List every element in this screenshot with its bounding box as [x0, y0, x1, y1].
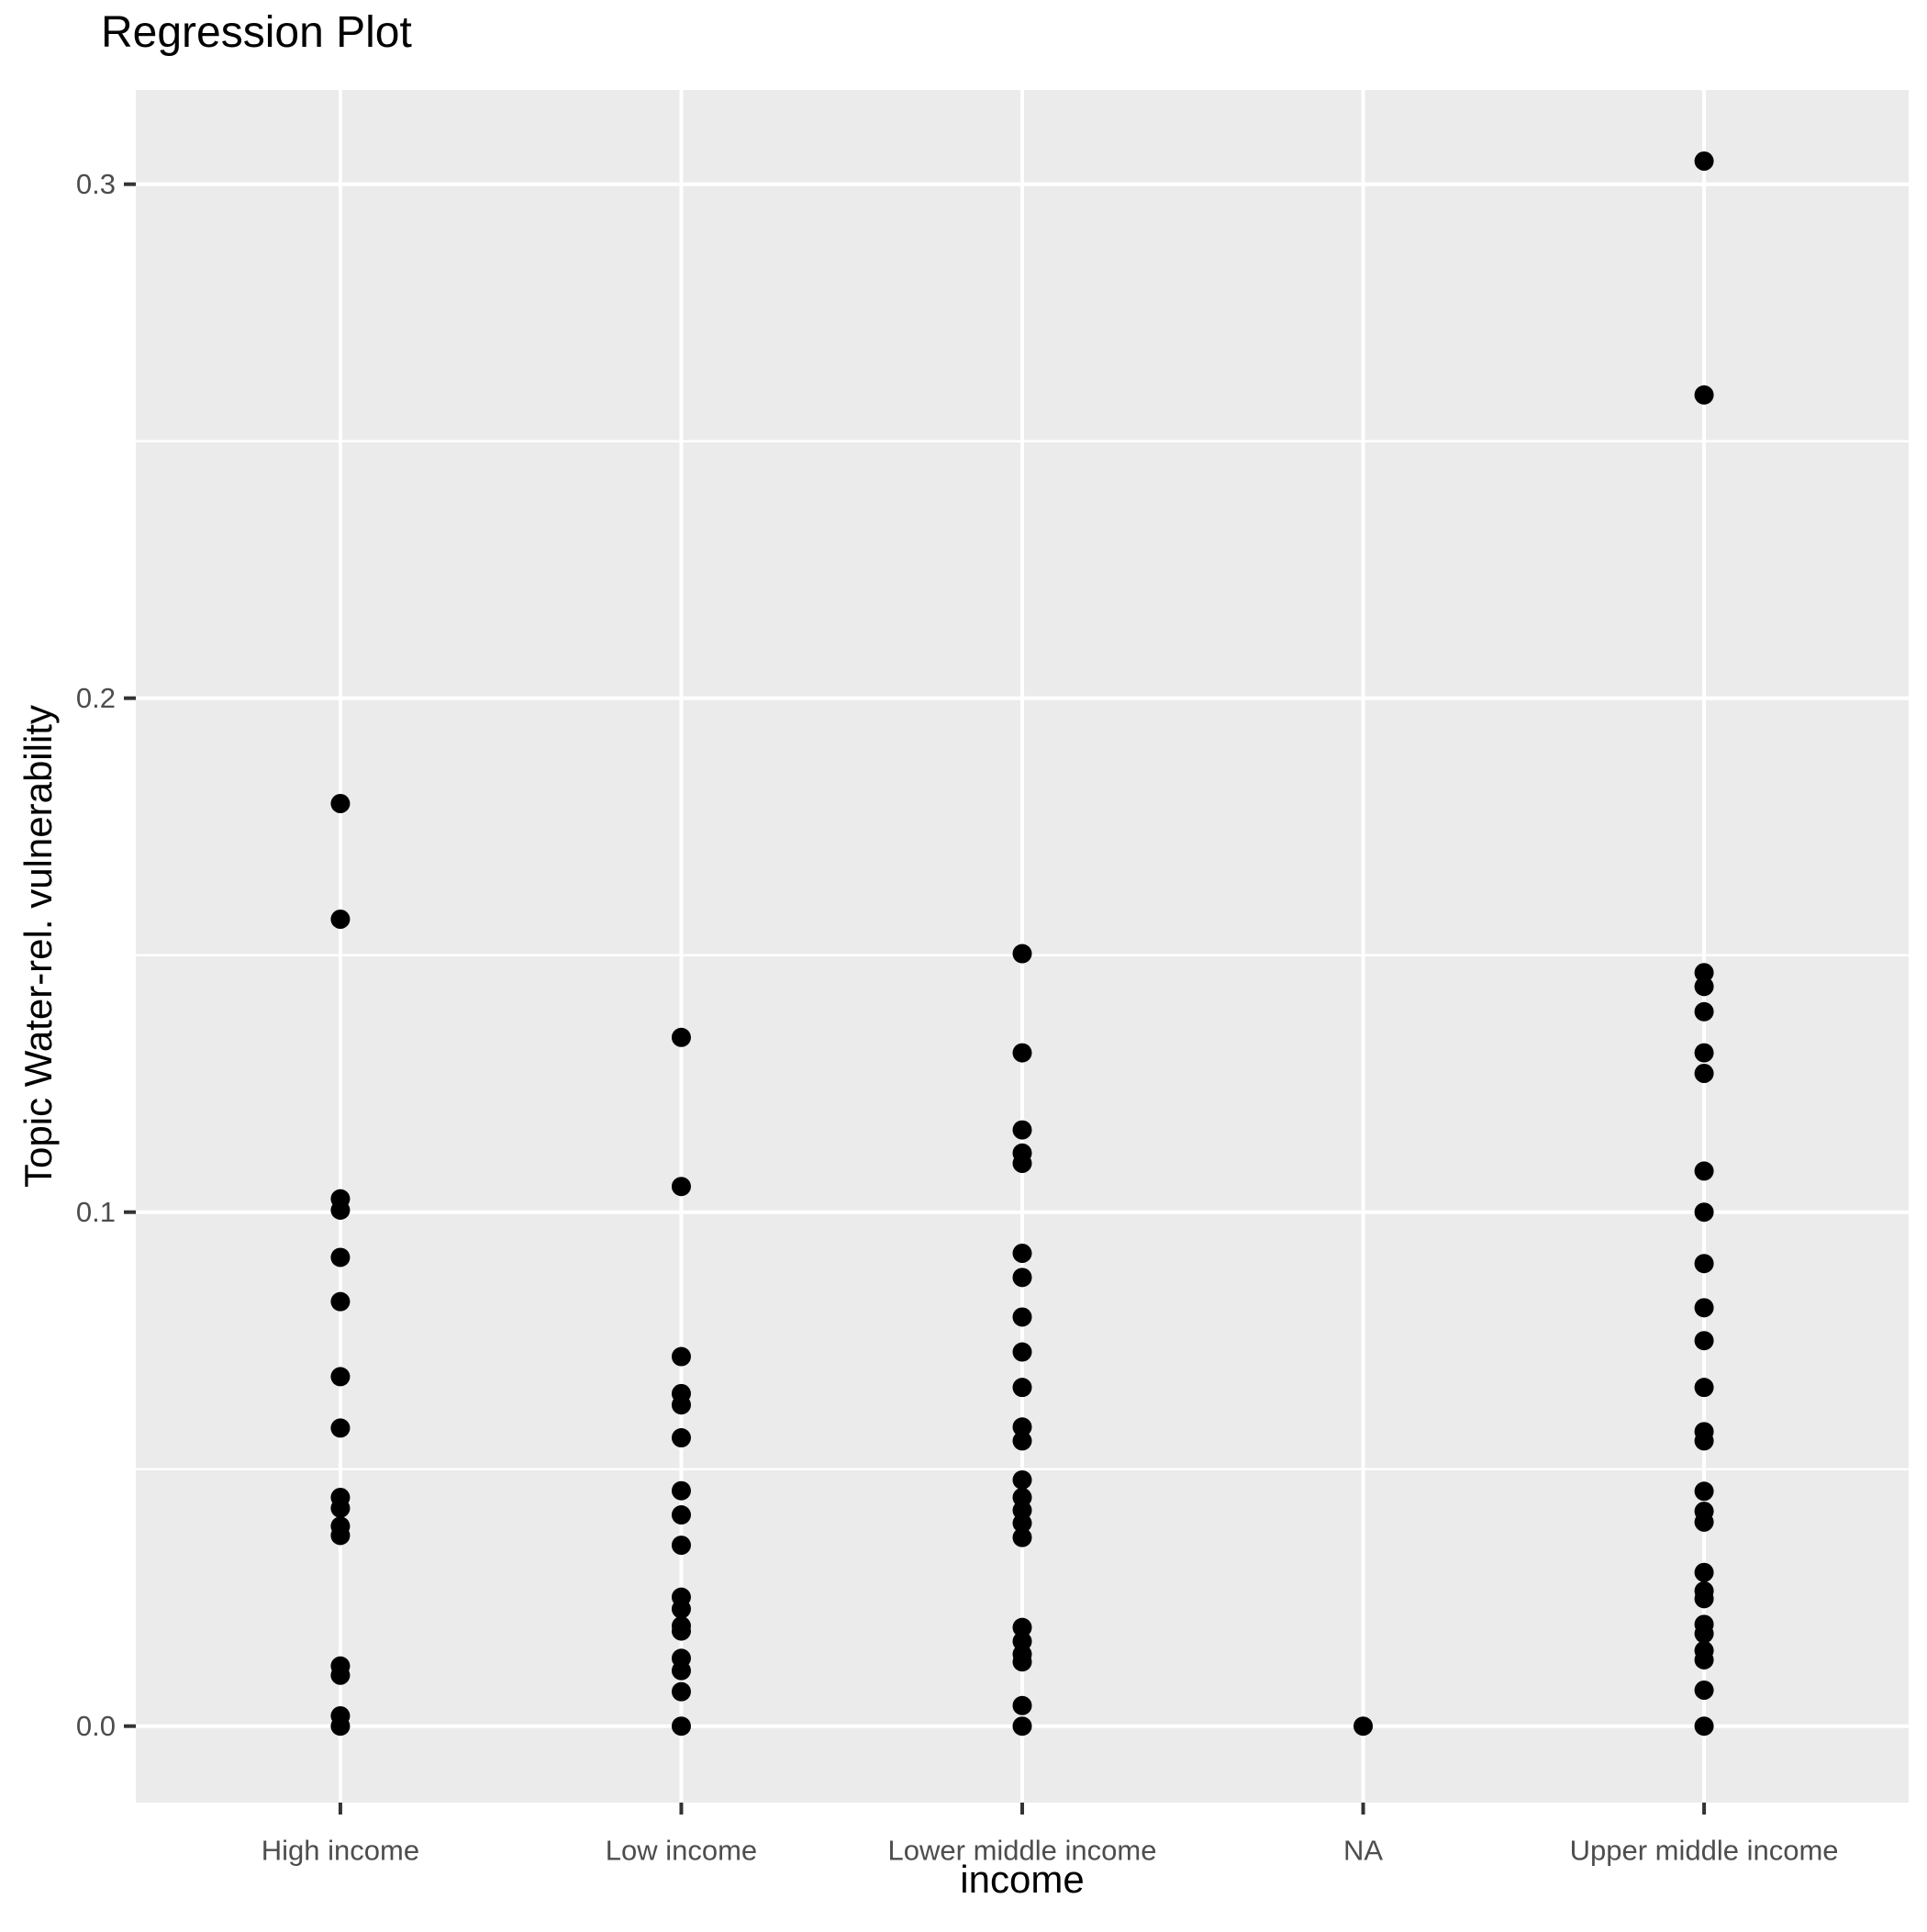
data-point [1012, 1120, 1032, 1140]
data-point [330, 794, 351, 813]
data-point [1012, 1268, 1032, 1288]
data-point [671, 1395, 691, 1415]
data-point [671, 1428, 691, 1448]
data-point [1694, 1649, 1714, 1670]
data-point [1694, 151, 1714, 171]
data-point [1694, 1331, 1714, 1351]
data-point [1694, 1378, 1714, 1398]
data-point [1694, 1512, 1714, 1532]
data-point [330, 1716, 351, 1737]
data-point [1694, 1161, 1714, 1181]
data-point [671, 1621, 691, 1641]
y-tick-label: 0.3 [76, 168, 116, 200]
data-point [1694, 1624, 1714, 1644]
data-point [1694, 1202, 1714, 1223]
data-point [1694, 1716, 1714, 1737]
y-tick-label: 0.2 [76, 682, 116, 714]
x-tick-label: Lower middle income [888, 1834, 1157, 1866]
data-point [1012, 1652, 1032, 1672]
data-point [1694, 1562, 1714, 1582]
data-point [1012, 1431, 1032, 1451]
data-point [671, 1177, 691, 1197]
data-point [1012, 1154, 1032, 1173]
x-tick-label: Upper middle income [1570, 1834, 1839, 1866]
data-point [330, 1367, 351, 1387]
data-point [1012, 1617, 1032, 1637]
data-point [1012, 1469, 1032, 1490]
data-point [330, 1247, 351, 1268]
x-tick-label: NA [1343, 1834, 1383, 1866]
data-point [330, 910, 351, 929]
data-point [1012, 1513, 1032, 1533]
data-point [1012, 1244, 1032, 1263]
data-point [330, 1498, 351, 1518]
y-tick-label: 0.0 [76, 1710, 116, 1742]
data-point [1694, 1254, 1714, 1274]
data-point [1012, 1378, 1032, 1398]
data-point [1694, 1001, 1714, 1022]
data-point [671, 1716, 691, 1737]
data-point [671, 1660, 691, 1681]
data-point [671, 1027, 691, 1047]
data-point [671, 1505, 691, 1525]
x-tick-label: Low income [606, 1834, 757, 1866]
data-point [1012, 944, 1032, 964]
data-point [1694, 1064, 1714, 1083]
data-point [1694, 1481, 1714, 1502]
data-point [671, 1681, 691, 1702]
data-point [1012, 1417, 1032, 1437]
data-point [330, 1665, 351, 1685]
x-axis-title: income [960, 1858, 1085, 1901]
data-point [1694, 385, 1714, 405]
data-point [330, 1525, 351, 1546]
data-point [671, 1536, 691, 1556]
data-point [1012, 1342, 1032, 1362]
y-tick-label: 0.1 [76, 1196, 116, 1228]
data-point [1353, 1716, 1374, 1737]
data-point [1694, 977, 1714, 997]
data-point [1012, 1695, 1032, 1715]
chart-title: Regression Plot [101, 8, 412, 57]
data-point [671, 1346, 691, 1367]
data-point [1694, 1681, 1714, 1700]
data-point [330, 1200, 351, 1220]
y-axis-title: Topic Water-rel. vulnerability [17, 705, 60, 1188]
data-point [671, 1480, 691, 1501]
data-point [1694, 1043, 1714, 1063]
data-point [671, 1599, 691, 1619]
data-point [1694, 1589, 1714, 1609]
data-point [1012, 1307, 1032, 1327]
x-tick-label: High income [262, 1834, 419, 1866]
data-point [1012, 1716, 1032, 1737]
data-point [330, 1418, 351, 1438]
data-point [1694, 1298, 1714, 1318]
data-point [1012, 1527, 1032, 1547]
data-point [1012, 1043, 1032, 1063]
data-point [330, 1291, 351, 1312]
data-point [1694, 1431, 1714, 1451]
data-point [1694, 963, 1714, 983]
